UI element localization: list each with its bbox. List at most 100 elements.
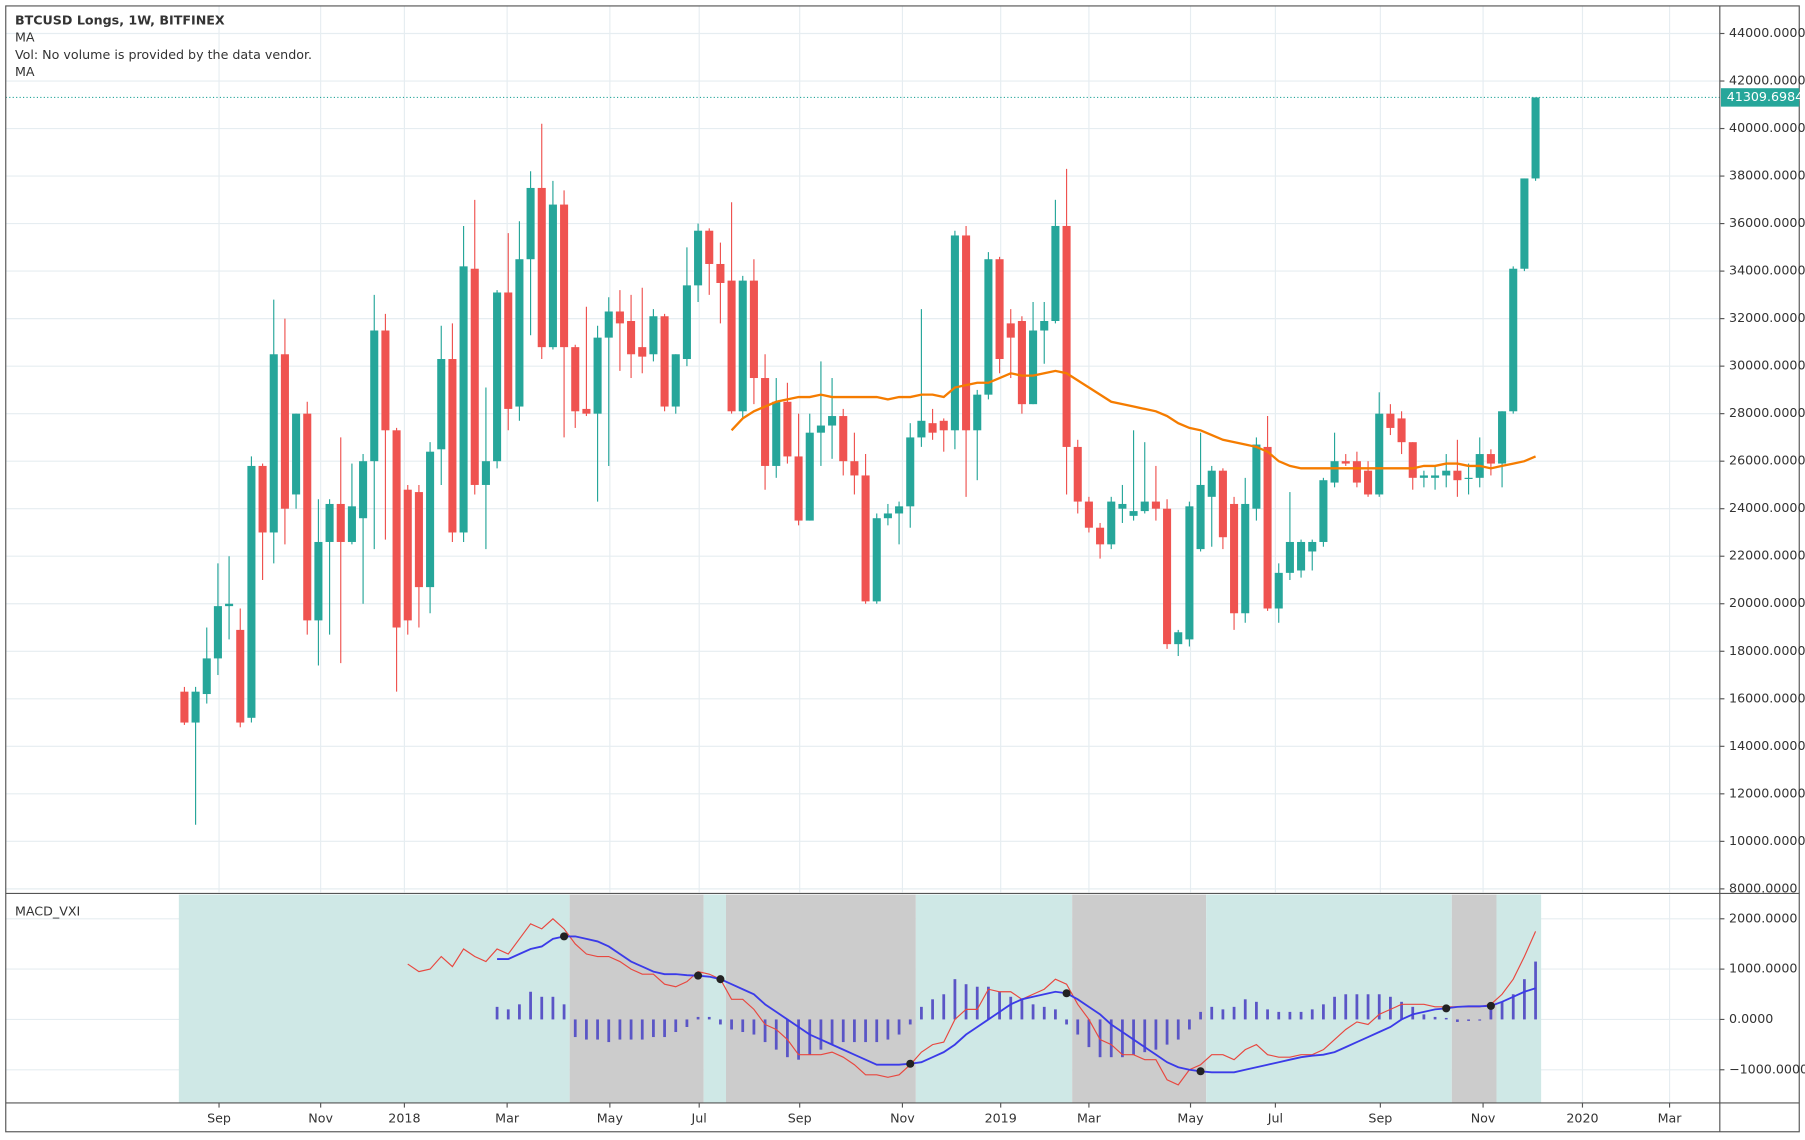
candle-body xyxy=(660,316,669,407)
histogram-bar xyxy=(1109,1019,1113,1058)
legend-line: MA xyxy=(15,64,35,79)
histogram-bar xyxy=(774,1019,778,1050)
candle-body xyxy=(671,354,680,407)
histogram-bar xyxy=(920,1006,923,1020)
histogram-bar xyxy=(998,991,1001,1020)
regime-band xyxy=(915,894,1073,1103)
histogram-bar xyxy=(908,1019,912,1025)
histogram-bar xyxy=(1165,1019,1169,1045)
candle-body xyxy=(883,513,892,519)
histogram-bar xyxy=(741,1019,745,1033)
histogram-bar xyxy=(931,999,934,1020)
candle-body xyxy=(950,235,959,431)
histogram-bar xyxy=(518,1004,521,1020)
candle-body xyxy=(1375,413,1384,495)
candle-body xyxy=(682,285,691,360)
y-tick-label: 1000.0000 xyxy=(1729,961,1797,976)
indicator-title: MACD_VXI xyxy=(15,903,80,918)
x-tick-label: Mar xyxy=(495,1111,520,1126)
regime-band xyxy=(178,894,570,1103)
candle-body xyxy=(615,311,624,324)
histogram-bar xyxy=(1221,1009,1225,1020)
histogram-bar xyxy=(1534,961,1537,1020)
candle-body xyxy=(1330,461,1339,483)
candle-body xyxy=(1498,411,1507,464)
candle-body xyxy=(1118,503,1127,509)
candle-body xyxy=(604,311,613,338)
candle-body xyxy=(694,230,703,286)
histogram-bar xyxy=(1310,1009,1314,1020)
candle-body xyxy=(1241,503,1250,614)
regime-band xyxy=(1206,894,1452,1103)
candle-body xyxy=(1107,501,1116,545)
candle-body xyxy=(1017,321,1026,405)
mark-layer xyxy=(5,96,1720,1086)
y-tick-label: 22000.0000 xyxy=(1729,548,1805,563)
outer-border xyxy=(5,5,1800,1133)
histogram-bar xyxy=(495,1006,499,1020)
candle-body xyxy=(861,475,870,602)
candle-body xyxy=(493,292,502,462)
candle-body xyxy=(1218,470,1227,538)
candle-body xyxy=(426,451,435,588)
histogram-bar xyxy=(875,1019,879,1043)
candle-body xyxy=(1207,470,1216,497)
histogram-bar xyxy=(886,1019,890,1040)
x-tick-label: Jul xyxy=(691,1111,707,1126)
candle-body xyxy=(1263,446,1272,609)
candle-body xyxy=(627,321,636,355)
histogram-bar xyxy=(987,986,990,1020)
candle-body xyxy=(1397,418,1406,443)
histogram-bar xyxy=(830,1019,834,1045)
x-tick-label: Jul xyxy=(1267,1111,1283,1126)
histogram-bar xyxy=(1377,994,1381,1020)
histogram-bar xyxy=(942,994,946,1020)
x-tick-label: Nov xyxy=(1471,1111,1496,1126)
histogram-bar xyxy=(1333,996,1336,1020)
candle-body xyxy=(571,347,580,412)
candle-body xyxy=(236,629,245,723)
histogram-bar xyxy=(1132,1019,1135,1055)
candle-body xyxy=(1386,413,1395,428)
candle-body xyxy=(1140,501,1149,512)
histogram-bar xyxy=(1054,1009,1057,1020)
x-tick-label: May xyxy=(597,1111,624,1126)
histogram-bar xyxy=(685,1019,689,1027)
x-tick-label: May xyxy=(1177,1111,1204,1126)
crossing-dot xyxy=(1486,1001,1495,1010)
histogram-bar xyxy=(1322,1004,1325,1020)
last-price-label: 41309.6984 xyxy=(1727,89,1804,104)
candle-body xyxy=(180,691,189,723)
histogram-bar xyxy=(562,1004,566,1020)
histogram-bar xyxy=(953,979,957,1020)
histogram-bar xyxy=(640,1019,644,1040)
y-tick-label: 24000.0000 xyxy=(1729,500,1805,515)
y-tick-label: 26000.0000 xyxy=(1729,453,1805,468)
y-tick-label: 14000.0000 xyxy=(1729,738,1805,753)
y-tick-label: 36000.0000 xyxy=(1729,215,1805,230)
crossing-dot xyxy=(906,1059,915,1068)
candle-body xyxy=(1509,268,1518,412)
candle-body xyxy=(1185,506,1194,640)
histogram-bar xyxy=(1188,1019,1191,1030)
candle-body xyxy=(1151,501,1160,509)
legend-line: MA xyxy=(15,30,35,45)
histogram-bar xyxy=(1143,1019,1147,1053)
candle-body xyxy=(414,492,423,588)
x-tick-label: 2018 xyxy=(388,1111,420,1126)
candle-body xyxy=(906,437,915,507)
candle-body xyxy=(1486,454,1495,464)
candle-body xyxy=(1285,541,1294,573)
histogram-bar xyxy=(1411,1006,1415,1020)
histogram-bar xyxy=(707,1016,711,1020)
candle-body xyxy=(1531,97,1540,179)
histogram-bar xyxy=(1288,1011,1292,1020)
candle-body xyxy=(984,259,993,395)
histogram-bar xyxy=(763,1019,767,1043)
candle-body xyxy=(359,461,368,519)
candle-body xyxy=(805,432,814,521)
candle-body xyxy=(225,603,234,607)
y-tick-label: 10000.0000 xyxy=(1729,833,1805,848)
regime-band xyxy=(725,894,916,1103)
